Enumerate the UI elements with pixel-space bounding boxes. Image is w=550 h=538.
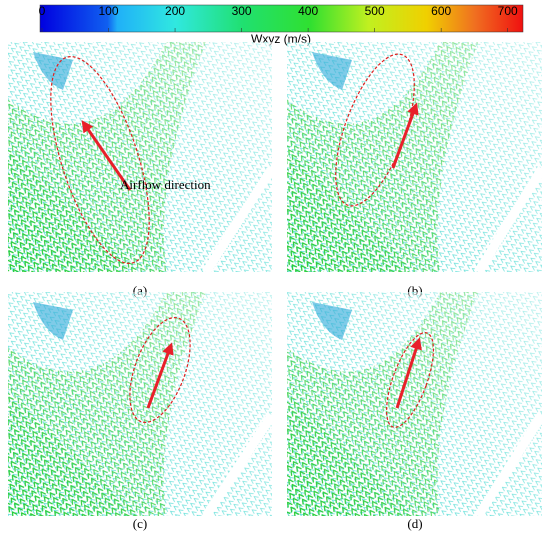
colorbar-tick-label: 700 xyxy=(498,4,518,18)
colorbar-tick-label: 400 xyxy=(298,4,318,18)
highlight-ellipse xyxy=(385,332,435,428)
vector-field xyxy=(8,292,272,516)
colorbar-tick-label: 200 xyxy=(165,4,185,18)
annotation: Airflow direction xyxy=(120,177,211,192)
highlight-ellipse xyxy=(129,317,191,423)
colorbar-tick-label: 0 xyxy=(39,4,46,18)
inlet-blue xyxy=(312,302,352,340)
panel: (b) xyxy=(287,42,542,298)
colorbar-tick-label: 100 xyxy=(99,4,119,18)
vector-field xyxy=(287,42,542,272)
colorbar-tick-label: 600 xyxy=(431,4,451,18)
panel: (d) xyxy=(287,292,542,531)
colorbar xyxy=(39,4,524,33)
vector-field xyxy=(8,42,272,272)
highlight-ellipse xyxy=(50,56,150,264)
airflow-arrow xyxy=(146,342,174,409)
panel: (c) xyxy=(8,292,272,531)
panel: Airflow direction(a) xyxy=(8,42,272,298)
panel-label: (d) xyxy=(407,516,422,531)
airflow-arrow xyxy=(395,337,422,409)
colorbar-tick-label: 500 xyxy=(365,4,385,18)
airflow-arrow xyxy=(391,102,419,169)
blade-gap xyxy=(202,412,272,516)
airflow-arrow xyxy=(81,120,132,191)
inlet-blue xyxy=(312,52,352,90)
vector-field xyxy=(287,292,542,516)
inlet-blue xyxy=(33,52,73,90)
blade-gap xyxy=(474,412,542,516)
panels: Airflow direction(a) (b) (c) (d) xyxy=(8,42,542,531)
blade-gap xyxy=(202,166,272,272)
blade-gap xyxy=(474,166,542,272)
colorbar-tick-label: 300 xyxy=(232,4,252,18)
inlet-blue xyxy=(33,302,73,340)
panel-label: (c) xyxy=(133,516,147,531)
